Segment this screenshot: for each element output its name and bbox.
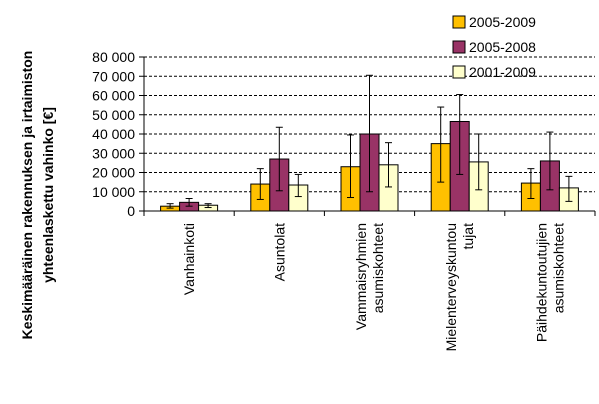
y-tick-label: 20 000	[92, 165, 135, 181]
category-label: asumiskohteet	[550, 223, 566, 313]
axes	[139, 56, 596, 216]
y-tick-label: 10 000	[92, 184, 135, 200]
y-tick-label: 80 000	[92, 49, 135, 65]
category-label: Mielenterveyskuntou	[443, 223, 459, 351]
category-label: tujat	[460, 223, 476, 250]
legend-swatch	[452, 65, 466, 79]
legend-swatch	[452, 40, 466, 54]
y-tick-label: 30 000	[92, 145, 135, 161]
error-bars	[166, 74, 573, 209]
y-tick-label: 40 000	[92, 126, 135, 142]
category-label: Päihdekuntoutujien	[533, 223, 549, 342]
legend-label: 2001-2009	[469, 64, 536, 80]
category-label: Vanhainkoti	[181, 223, 197, 295]
y-tick-labels: 0 10 000 20 000 30 000 40 000 50 000 60 000 70 …	[92, 49, 135, 219]
y-tick-label: 50 000	[92, 107, 135, 123]
y-tick-label: 70 000	[92, 68, 135, 84]
category-label: asumiskohteet	[370, 223, 386, 313]
y-tick-label: 60 000	[92, 88, 135, 104]
legend-label: 2005-2009	[469, 14, 536, 30]
legend-label: 2005-2008	[469, 39, 536, 55]
y-axis-title-line: yhteenlaskettu vahinko [€]	[40, 107, 56, 283]
category-label: Asuntolat	[271, 223, 287, 281]
y-axis-title: Keskimääräinen rakennuksen ja irtaimisto…	[19, 51, 56, 340]
category-labels: Vanhainkoti Asuntolat Vammaisryhmien asumis…	[181, 223, 566, 352]
bars	[160, 120, 579, 212]
y-axis-title-line: Keskimääräinen rakennuksen ja irtaimisto…	[19, 51, 35, 340]
legend-swatch	[452, 15, 466, 29]
legend: 2005-2009 2005-2008 2001-2009	[452, 14, 536, 80]
y-tick-label: 0	[127, 203, 135, 219]
category-label: Vammaisryhmien	[353, 223, 369, 330]
